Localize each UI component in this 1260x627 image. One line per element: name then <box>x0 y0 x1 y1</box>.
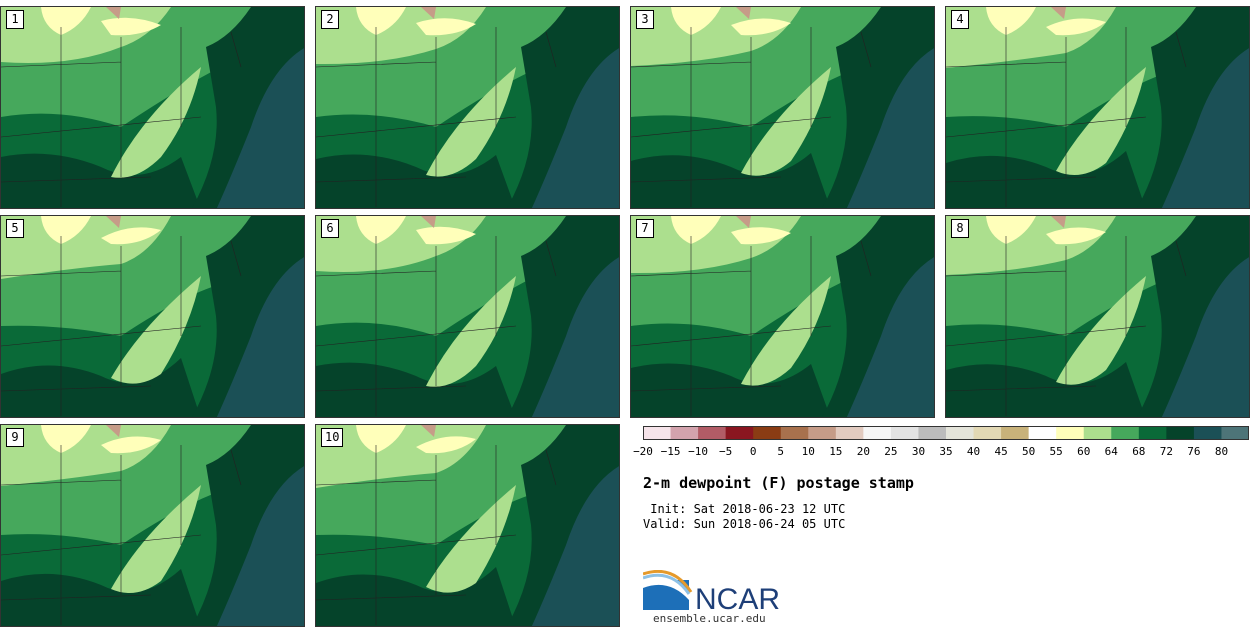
ncar-logo: NCAR <box>643 570 780 612</box>
colorbar-tick-label: 76 <box>1187 445 1201 458</box>
dewpoint-map <box>1 216 304 417</box>
colorbar-segment <box>890 426 919 440</box>
colorbar-tick-label: 25 <box>884 445 898 458</box>
valid-time: Valid: Sun 2018-06-24 05 UTC <box>643 517 846 531</box>
colorbar-tick-label: 72 <box>1159 445 1173 458</box>
colorbar-segment <box>725 426 754 440</box>
member-number-label: 9 <box>6 428 24 447</box>
member-panel-1: 1 <box>0 6 305 209</box>
member-number-label: 10 <box>321 428 344 447</box>
colorbar-tick-label: 60 <box>1077 445 1091 458</box>
dewpoint-map <box>1 425 304 626</box>
member-panel-9: 9 <box>0 424 305 627</box>
colorbar-segment <box>1001 426 1030 440</box>
colorbar-segment <box>808 426 837 440</box>
colorbar-segment <box>1166 426 1195 440</box>
colorbar-tick-label: −15 <box>660 445 681 458</box>
colorbar-tick-label: 80 <box>1214 445 1229 458</box>
colorbar-segment <box>780 426 809 440</box>
dewpoint-map <box>316 7 619 208</box>
colorbar-segment <box>918 426 947 440</box>
member-number-label: 2 <box>321 10 339 29</box>
state-borders <box>946 236 1187 416</box>
member-number-label: 8 <box>951 219 969 238</box>
member-panel-5: 5 <box>0 215 305 418</box>
colorbar-tick-label: 55 <box>1049 445 1063 458</box>
colorbar-tick-label: 40 <box>966 445 981 458</box>
colorbar-segment <box>1138 426 1167 440</box>
colorbar-tick-label: 30 <box>911 445 926 458</box>
colorbar-segment <box>643 426 672 440</box>
member-panel-4: 4 <box>945 6 1250 209</box>
colorbar-segment <box>1028 426 1057 440</box>
member-number-label: 3 <box>636 10 654 29</box>
colorbar-segment <box>1056 426 1085 440</box>
colorbar-tick-label: 50 <box>1022 445 1036 458</box>
ensemble-url: ensemble.ucar.edu <box>653 612 766 625</box>
colorbar-segment <box>1111 426 1140 440</box>
colorbar-tick-label: 64 <box>1104 445 1118 458</box>
colorbar-tick-label: −20 <box>633 445 653 458</box>
state-borders <box>631 236 872 416</box>
colorbar-segment <box>753 426 782 440</box>
state-borders <box>1 236 242 416</box>
colorbar-tick-label: 0 <box>749 445 757 458</box>
dewpoint-colorbar <box>643 426 1249 440</box>
state-borders <box>316 445 557 625</box>
logo-text: NCAR <box>695 583 780 612</box>
dewpoint-map <box>946 7 1249 208</box>
member-number-label: 4 <box>951 10 969 29</box>
colorbar-segment <box>973 426 1002 440</box>
dewpoint-map <box>316 425 619 626</box>
member-panel-8: 8 <box>945 215 1250 418</box>
colorbar-tick-label: 5 <box>777 445 785 458</box>
member-number-label: 6 <box>321 219 339 238</box>
colorbar-tick-label: 15 <box>829 445 843 458</box>
chart-title: 2-m dewpoint (F) postage stamp <box>643 474 914 492</box>
member-number-label: 7 <box>636 219 654 238</box>
dewpoint-map <box>946 216 1249 417</box>
state-borders <box>1 445 242 625</box>
init-time: Init: Sat 2018-06-23 12 UTC <box>643 502 846 516</box>
colorbar-tick-label: −10 <box>688 445 709 458</box>
colorbar-segment <box>670 426 699 440</box>
colorbar-segment <box>1221 426 1249 440</box>
state-borders <box>1 27 242 207</box>
dewpoint-map <box>1 7 304 208</box>
member-panel-6: 6 <box>315 215 620 418</box>
colorbar-segment <box>863 426 892 440</box>
state-borders <box>946 27 1187 207</box>
member-panel-2: 2 <box>315 6 620 209</box>
colorbar-tick-label: −5 <box>719 445 733 458</box>
member-panel-7: 7 <box>630 215 935 418</box>
colorbar-segment <box>835 426 864 440</box>
colorbar-tick-label: 20 <box>856 445 870 458</box>
member-panel-3: 3 <box>630 6 935 209</box>
colorbar-segment <box>946 426 975 440</box>
colorbar-segment <box>1083 426 1112 440</box>
member-number-label: 5 <box>6 219 24 238</box>
state-borders <box>316 27 557 207</box>
colorbar-outline <box>643 426 1249 440</box>
colorbar-tick-label: 35 <box>939 445 953 458</box>
state-borders <box>316 236 557 416</box>
colorbar-segment <box>1193 426 1222 440</box>
dewpoint-map <box>631 216 934 417</box>
colorbar-tick-label: 45 <box>994 445 1008 458</box>
colorbar-tick-label: 10 <box>801 445 815 458</box>
state-borders <box>631 27 872 207</box>
dewpoint-map <box>631 7 934 208</box>
member-panel-10: 10 <box>315 424 620 627</box>
member-number-label: 1 <box>6 10 24 29</box>
colorbar-segment <box>698 426 727 440</box>
colorbar-tick-label: 68 <box>1132 445 1146 458</box>
dewpoint-map <box>316 216 619 417</box>
